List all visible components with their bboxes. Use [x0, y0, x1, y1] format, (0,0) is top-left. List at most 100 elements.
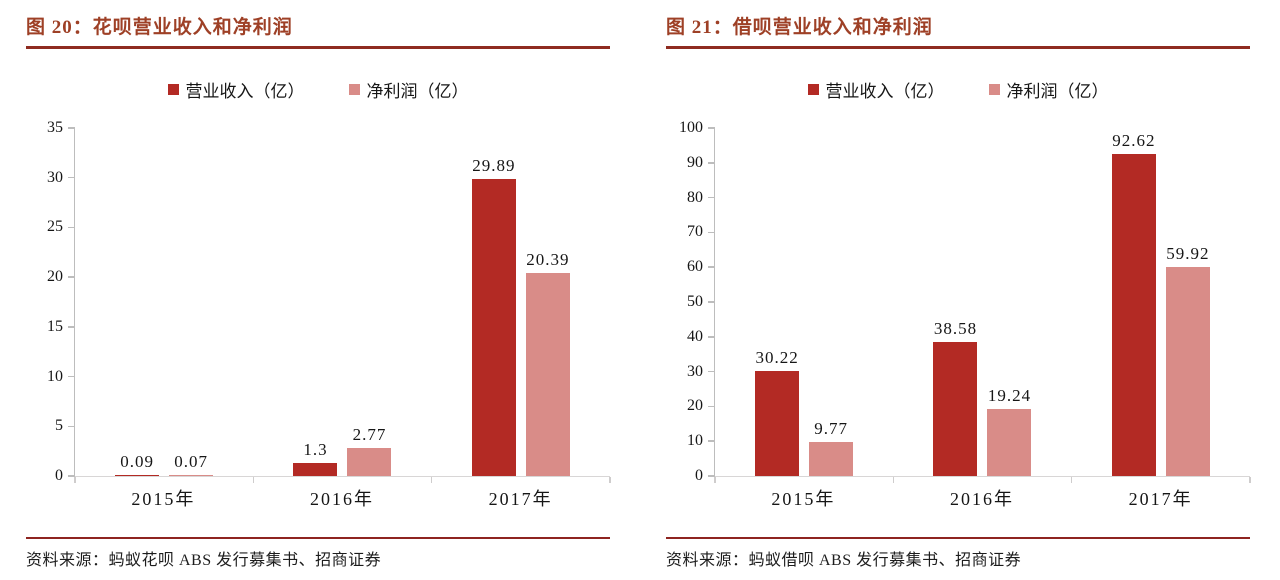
legend-item-net-profit: 净利润（亿）	[348, 77, 469, 102]
y-tick-mark	[68, 127, 75, 129]
y-tick-mark	[68, 276, 75, 278]
y-tick-mark	[708, 405, 715, 408]
revenue-bar	[115, 475, 160, 476]
figure-huabei: 图 20：花呗营业收入和净利润 营业收入（亿） 净利润（亿） 0 5 10 15 20 2…	[26, 12, 611, 570]
y-tick-label: 20	[47, 268, 63, 286]
x-tick-mark	[430, 477, 433, 483]
legend: 营业收入（亿） 净利润（亿）	[666, 77, 1250, 102]
x-axis-label: 2017年	[1128, 489, 1193, 509]
net-profit-bar	[347, 448, 392, 476]
y-tick-mark	[708, 475, 715, 477]
figure-title: 图 20：花呗营业收入和净利润	[26, 12, 610, 49]
y-tick-label: 20	[687, 397, 703, 415]
bar-value-label: 29.89	[472, 155, 516, 175]
bar-value-label: 2.77	[352, 425, 387, 445]
y-tick-mark	[708, 266, 715, 268]
plot-area: 30.22 9.77 38.58 19.24 92.62 59.92	[708, 127, 1251, 483]
y-tick-label: 15	[47, 317, 63, 335]
x-axis-labels: 2015年 2016年 2017年	[74, 485, 610, 511]
source-note: 资料来源：蚂蚁花呗 ABS 发行募集书、招商证券	[26, 537, 610, 570]
bar-column-revenue: 38.58	[933, 318, 978, 476]
revenue-bar	[293, 463, 338, 476]
bar-value-label: 92.62	[1112, 130, 1156, 150]
plot-area: 0.09 0.07 1.3 2.77 29.89 20.39	[68, 127, 611, 483]
x-tick-mark	[609, 477, 611, 483]
x-axis-label: 2016年	[310, 489, 374, 509]
bar-column-revenue: 30.22	[755, 347, 800, 476]
y-tick-label: 25	[47, 218, 63, 236]
y-tick-mark	[68, 375, 75, 378]
legend-item-net-profit: 净利润（亿）	[988, 77, 1109, 102]
bar-column-revenue: 29.89	[471, 155, 516, 476]
x-tick-mark	[1070, 477, 1073, 483]
y-tick-label: 90	[687, 153, 703, 171]
y-tick-mark	[708, 162, 715, 164]
revenue-bar	[933, 341, 978, 476]
legend-label-revenue: 营业收入（亿）	[185, 82, 305, 101]
figure-jiebei: 图 21：借呗营业收入和净利润 营业收入（亿） 净利润（亿） 0 10 20 30 40…	[640, 0, 1280, 580]
y-tick-label: 30	[47, 168, 63, 186]
bar-column-net-profit: 0.07	[169, 452, 214, 476]
y-tick-label: 5	[55, 417, 63, 435]
y-tick-label: 60	[687, 258, 703, 276]
source-note: 资料来源：蚂蚁借呗 ABS 发行募集书、招商证券	[666, 537, 1250, 570]
y-tick-mark	[68, 226, 75, 229]
y-tick-mark	[708, 231, 715, 234]
y-tick-label: 0	[695, 467, 703, 484]
legend-label-revenue: 营业收入（亿）	[825, 82, 945, 101]
x-axis-labels: 2015年 2016年 2017年	[714, 485, 1250, 511]
x-tick-mark	[714, 477, 716, 483]
revenue-bar	[471, 178, 516, 476]
y-axis: 0 5 10 15 20 25 30 35	[26, 120, 74, 484]
net-profit-swatch-icon	[348, 84, 360, 95]
bar-column-revenue: 0.09	[115, 452, 160, 476]
y-axis: 0 10 20 30 40 50 60 70 80 90 100	[666, 120, 714, 484]
y-tick-mark	[708, 370, 715, 373]
chart: 0 10 20 30 40 50 60 70 80 90 100 30.22 9.77 38.58 19.…	[666, 120, 1251, 484]
y-tick-mark	[68, 475, 75, 477]
y-tick-mark	[708, 440, 715, 442]
bar-value-label: 0.07	[174, 452, 209, 471]
legend-label-net-profit: 净利润（亿）	[366, 82, 469, 101]
bar-value-label: 19.24	[987, 386, 1032, 406]
x-axis-label: 2015年	[131, 489, 196, 509]
bar-value-label: 20.39	[526, 250, 570, 270]
bar-column-net-profit: 59.92	[1165, 244, 1210, 476]
y-tick-label: 80	[687, 188, 703, 206]
bar-value-label: 59.92	[1166, 244, 1210, 264]
legend-item-revenue: 营业收入（亿）	[167, 77, 305, 102]
y-tick-mark	[68, 176, 75, 179]
bar-column-net-profit: 9.77	[809, 419, 854, 476]
x-axis-label: 2015年	[771, 489, 836, 509]
x-axis-label: 2016年	[950, 489, 1014, 509]
bar-value-label: 9.77	[814, 419, 849, 439]
y-tick-mark	[68, 425, 75, 428]
y-tick-mark	[708, 127, 715, 129]
bar-column-net-profit: 2.77	[347, 425, 392, 476]
net-profit-bar	[1165, 267, 1210, 476]
y-tick-mark	[68, 326, 75, 328]
bar-group: 1.3 2.77	[293, 425, 392, 476]
x-tick-mark	[1249, 477, 1251, 483]
x-axis-label: 2017年	[488, 489, 553, 509]
bar-column-revenue: 92.62	[1111, 130, 1156, 476]
bar-value-label: 30.22	[755, 347, 799, 367]
bar-column-revenue: 1.3	[293, 440, 338, 476]
net-profit-bar	[809, 442, 854, 476]
x-tick-mark	[892, 477, 895, 483]
legend-label-net-profit: 净利润（亿）	[1006, 82, 1109, 101]
y-tick-mark	[708, 336, 715, 338]
revenue-swatch-icon	[167, 84, 179, 95]
bar-group: 0.09 0.07	[115, 452, 214, 476]
bar-value-label: 38.58	[933, 318, 978, 338]
y-tick-label: 100	[679, 119, 703, 136]
net-profit-swatch-icon	[988, 84, 1000, 95]
y-tick-mark	[708, 196, 715, 199]
net-profit-bar	[525, 273, 570, 476]
x-tick-mark	[252, 477, 255, 483]
y-tick-mark	[708, 301, 715, 303]
bar-value-label: 1.3	[303, 440, 328, 460]
bar-value-label: 0.09	[120, 452, 155, 471]
legend-item-revenue: 营业收入（亿）	[807, 77, 945, 102]
revenue-bar	[1111, 153, 1156, 476]
